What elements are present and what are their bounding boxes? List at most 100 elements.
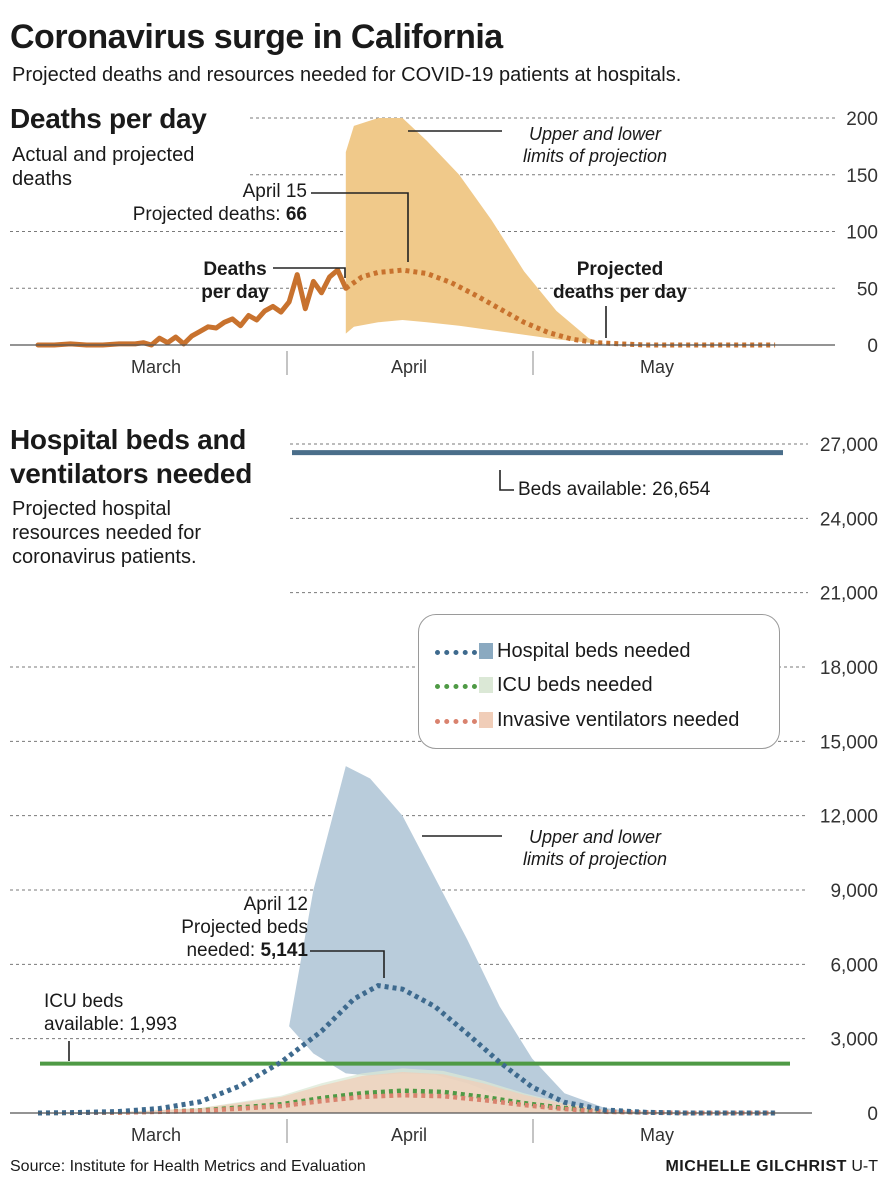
deaths-gridlines: 0 50 100 150 200 <box>10 109 878 357</box>
beds-heading: Hospital beds and ventilators needed <box>10 423 252 491</box>
legend-dots-hospital-beds <box>435 650 477 655</box>
deaths-band-label-line2: limits of projection <box>522 146 668 166</box>
beds-band-label: Upper and lower limits of projection <box>505 826 685 870</box>
beds-description-line1: Projected hospital <box>12 498 171 520</box>
beds-y-tick-label: 24,000 <box>820 509 878 530</box>
legend-item-icu-beds: ICU beds needed <box>435 672 653 698</box>
icu-available-line2: available: 1,993 <box>44 1014 178 1035</box>
actual-deaths-line <box>35 267 349 348</box>
deaths-callout-leader <box>311 192 409 262</box>
beds-lines <box>37 983 776 1116</box>
beds-callout: April 12 Projected beds needed: 5,141 <box>120 893 308 962</box>
deaths-callout-text: Projected deaths: 66 <box>92 203 307 226</box>
legend-swatch-ventilators <box>435 710 493 730</box>
beds-description-line3: coronavirus patients. <box>12 546 197 568</box>
deaths-callout-label: Projected deaths: <box>132 204 286 225</box>
deaths-callout: April 15 Projected deaths: 66 <box>92 180 307 226</box>
deaths-description-line1: Actual and projected <box>12 144 195 166</box>
beds-band-label-line1: Upper and lower <box>528 827 662 847</box>
beds-heading-line2: ventilators needed <box>10 458 253 489</box>
deaths-y-tick-label: 50 <box>857 279 878 300</box>
beds-y-tick-label: 12,000 <box>820 807 878 828</box>
page-title: Coronavirus surge in California <box>10 18 503 56</box>
beds-available-label: Beds available: 26,654 <box>518 479 711 500</box>
beds-band-label-line2: limits of projection <box>522 849 668 869</box>
beds-callout-date: April 12 <box>243 894 308 915</box>
deaths-x-tick-label: March <box>131 357 181 377</box>
beds-callout-line2: needed: 5,141 <box>120 939 308 962</box>
beds-heading-line1: Hospital beds and <box>10 424 247 455</box>
legend-box-hospital-beds <box>479 643 493 659</box>
beds-y-tick-label: 21,000 <box>820 584 878 605</box>
beds-y-tick-label: 0 <box>867 1104 878 1125</box>
actual-deaths-label-line1: Deaths <box>203 259 267 280</box>
legend-item-ventilators: Invasive ventilators needed <box>435 707 739 733</box>
actual-deaths-leader <box>273 267 346 278</box>
beds-callout-value: 5,141 <box>260 940 308 961</box>
beds-projection-band <box>289 766 646 1113</box>
beds-x-tick-label: May <box>640 1125 674 1145</box>
actual-deaths-label: Deaths per day <box>190 258 280 304</box>
projected-deaths-label-line2: deaths per day <box>552 282 688 303</box>
legend-label-ventilators: Invasive ventilators needed <box>497 708 740 731</box>
deaths-y-tick-label: 200 <box>846 109 878 130</box>
actual-deaths-label-line2: per day <box>201 282 269 303</box>
axes: March April May March April May <box>10 344 835 1145</box>
beds-callout-label: needed: <box>186 940 261 961</box>
annotation-leaders <box>68 130 607 1061</box>
beds-x-tick-label: March <box>131 1125 181 1145</box>
credit: MICHELLE GILCHRIST U-T <box>665 1158 878 1176</box>
legend-dots-ventilators <box>435 719 477 724</box>
credit-org: U-T <box>846 1158 878 1175</box>
deaths-description: Actual and projected deaths <box>12 143 194 191</box>
projected-deaths-label: Projected deaths per day <box>520 258 720 304</box>
legend-dots-icu-beds <box>435 684 477 689</box>
legend-box-ventilators <box>479 712 493 728</box>
beds-callout-line1: Projected beds <box>181 917 308 938</box>
legend-box-icu-beds <box>479 677 493 693</box>
deaths-projection-band <box>345 118 605 344</box>
credit-name: MICHELLE GILCHRIST <box>665 1158 847 1175</box>
source-note: Source: Institute for Health Metrics and… <box>10 1158 366 1175</box>
deaths-band-area <box>345 118 605 344</box>
beds-reference-lines <box>40 450 790 1066</box>
deaths-band-label: Upper and lower limits of projection <box>505 123 685 167</box>
page-subtitle: Projected deaths and resources needed fo… <box>12 64 682 86</box>
deaths-lines <box>35 267 776 348</box>
projected-deaths-label-line1: Projected <box>576 259 664 280</box>
beds-callout-leader <box>310 950 385 978</box>
beds-legend: Hospital beds needed ICU beds needed Inv… <box>418 614 780 749</box>
ventilators-needed-line <box>37 1092 776 1116</box>
beds-description-line2: resources needed for <box>12 522 202 544</box>
deaths-callout-date: April 15 <box>242 181 307 202</box>
deaths-callout-value: 66 <box>285 204 307 225</box>
icu-available-label: ICU beds available: 1,993 <box>44 990 177 1036</box>
deaths-y-tick-label: 150 <box>846 166 878 187</box>
beds-description: Projected hospital resources needed for … <box>12 497 201 569</box>
beds-y-tick-label: 15,000 <box>820 732 878 753</box>
beds-y-tick-label: 27,000 <box>820 435 878 456</box>
hospital-beds-needed-line <box>37 983 776 1116</box>
legend-swatch-hospital-beds <box>435 641 493 661</box>
beds-y-tick-label: 18,000 <box>820 658 878 679</box>
projected-deaths-line <box>344 267 776 348</box>
deaths-x-tick-label: May <box>640 357 674 377</box>
deaths-description-line2: deaths <box>12 168 73 190</box>
beds-available-leader <box>499 470 514 491</box>
beds-y-tick-label: 6,000 <box>830 955 878 976</box>
icu-available-line1: ICU beds <box>44 991 124 1012</box>
beds-y-tick-label: 3,000 <box>830 1030 878 1051</box>
beds-x-tick-label: April <box>391 1125 427 1145</box>
beds-y-tick-label: 9,000 <box>830 881 878 902</box>
legend-label-hospital-beds: Hospital beds needed <box>497 639 691 662</box>
deaths-y-tick-label: 100 <box>846 223 878 244</box>
legend-label-icu-beds: ICU beds needed <box>497 673 653 696</box>
deaths-y-tick-label: 0 <box>867 336 878 357</box>
deaths-band-label-line1: Upper and lower <box>528 124 662 144</box>
deaths-x-tick-label: April <box>391 357 427 377</box>
deaths-heading: Deaths per day <box>10 103 207 134</box>
legend-swatch-icu-beds <box>435 675 493 695</box>
legend-item-hospital-beds: Hospital beds needed <box>435 638 690 664</box>
beds-band-area <box>289 766 646 1113</box>
